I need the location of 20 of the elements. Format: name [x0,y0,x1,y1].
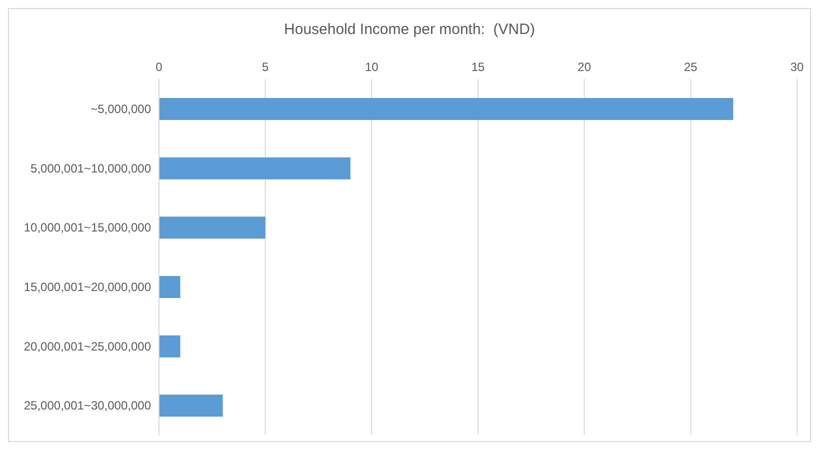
y-tick-label: ~5,000,000 [90,102,152,116]
x-tick-label: 0 [156,60,163,74]
x-tick-label: 10 [364,60,379,74]
bar [159,394,223,417]
chart-title: Household Income per month: (VND) [283,21,536,38]
x-tick-label: 25 [684,60,698,74]
y-tick-label: 10,000,001~15,000,000 [24,220,152,235]
bar [159,157,350,180]
x-tick-label: 20 [578,60,592,74]
bar [159,276,180,298]
y-tick-label: 25,000,001~30,000,000 [24,398,152,413]
bar [159,98,734,120]
x-tick-label: 5 [262,60,269,74]
x-tick-label: 30 [790,60,804,74]
y-tick-label: 5,000,001~10,000,000 [30,161,152,176]
x-tick-label: 15 [471,60,485,74]
y-tick-label: 20,000,001~25,000,000 [24,339,152,354]
y-tick-label: 15,000,001~20,000,000 [24,280,152,294]
bar [159,335,180,358]
bar [159,216,266,239]
